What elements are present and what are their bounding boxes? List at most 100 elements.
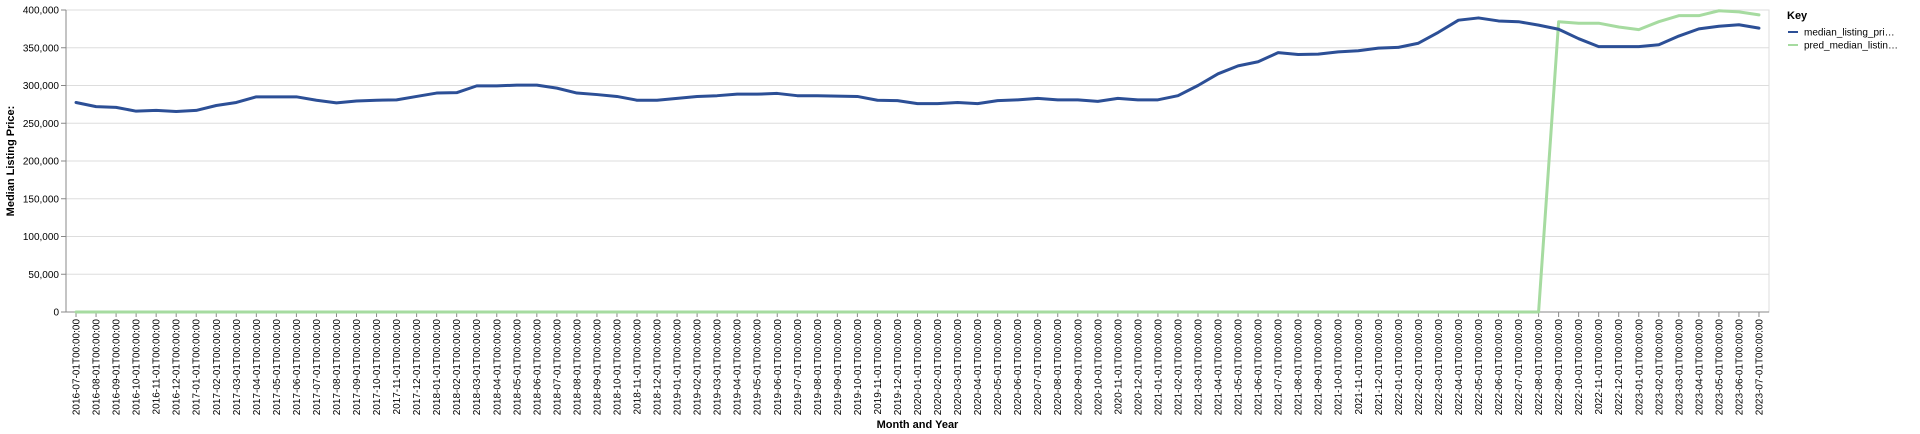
x-tick-label: 2020-07-01T00:00:00	[1033, 319, 1044, 416]
x-tick-label: 2022-10-01T00:00:00	[1574, 319, 1585, 416]
x-tick-label: 2019-03-01T00:00:00	[713, 319, 724, 416]
x-tick-label: 2019-05-01T00:00:00	[753, 319, 764, 416]
y-axis-title: Median Listing Price:	[5, 106, 17, 217]
x-tick-label: 2020-11-01T00:00:00	[1113, 319, 1124, 415]
x-tick-label: 2019-06-01T00:00:00	[773, 319, 784, 416]
x-tick-label: 2021-01-01T00:00:00	[1153, 319, 1164, 416]
x-tick-label: 2021-12-01T00:00:00	[1374, 319, 1385, 416]
x-tick-label: 2022-01-01T00:00:00	[1394, 319, 1405, 416]
x-tick-label: 2018-11-01T00:00:00	[633, 319, 644, 415]
x-tick-label: 2021-07-01T00:00:00	[1274, 319, 1285, 416]
x-tick-label: 2021-06-01T00:00:00	[1254, 319, 1265, 416]
x-tick-label: 2016-12-01T00:00:00	[172, 319, 183, 416]
series-line-0	[74, 16, 1761, 114]
x-tick-label: 2017-12-01T00:00:00	[412, 319, 423, 416]
x-tick-label: 2022-09-01T00:00:00	[1554, 319, 1565, 416]
x-tick-label: 2017-04-01T00:00:00	[252, 319, 263, 416]
x-tick-label: 2022-04-01T00:00:00	[1454, 319, 1465, 416]
x-tick-label: 2023-04-01T00:00:00	[1694, 319, 1705, 416]
x-tick-label: 2019-10-01T00:00:00	[853, 319, 864, 416]
series-lines	[74, 9, 1761, 314]
x-tick-label: 2021-02-01T00:00:00	[1173, 319, 1184, 416]
x-tick-label: 2017-10-01T00:00:00	[372, 319, 383, 416]
x-tick-label: 2017-06-01T00:00:00	[292, 319, 303, 416]
y-tick-label: 400,000	[23, 6, 60, 17]
legend-label: median_listing_pri…	[1804, 28, 1895, 39]
x-tick-label: 2016-10-01T00:00:00	[132, 319, 143, 416]
x-tick-label: 2019-07-01T00:00:00	[793, 319, 804, 416]
x-tick-label: 2021-09-01T00:00:00	[1314, 319, 1325, 416]
x-tick-label: 2018-08-01T00:00:00	[572, 319, 583, 416]
x-tick-label: 2019-01-01T00:00:00	[673, 319, 684, 416]
x-tick-label: 2023-06-01T00:00:00	[1734, 319, 1745, 416]
x-tick-label: 2016-08-01T00:00:00	[92, 319, 103, 416]
x-tick-label: 2019-11-01T00:00:00	[873, 319, 884, 415]
x-axis: 2016-07-01T00:00:00 2016-08-01T00:00:00 20…	[66, 311, 1769, 416]
y-tick-label: 50,000	[28, 270, 59, 281]
legend: Key median_listing_pri… pred_median_listi…	[1787, 10, 1898, 52]
y-axis: 0 50,000 100,000 150,000 200,000 250,000 300,0…	[23, 6, 67, 319]
x-tick-label: 2023-01-01T00:00:00	[1634, 319, 1645, 416]
x-tick-label: 2021-03-01T00:00:00	[1193, 319, 1204, 416]
x-tick-label: 2020-06-01T00:00:00	[1013, 319, 1024, 416]
x-tick-label: 2022-06-01T00:00:00	[1494, 319, 1505, 416]
x-tick-label: 2017-03-01T00:00:00	[232, 319, 243, 416]
y-tick-label: 350,000	[23, 43, 60, 54]
x-tick-label: 2019-09-01T00:00:00	[833, 319, 844, 416]
x-tick-label: 2017-08-01T00:00:00	[332, 319, 343, 416]
x-tick-label: 2020-12-01T00:00:00	[1133, 319, 1144, 416]
y-tick-label: 150,000	[23, 194, 60, 205]
x-tick-label: 2018-09-01T00:00:00	[592, 319, 603, 416]
gridlines	[66, 9, 1769, 313]
x-tick-label: 2020-09-01T00:00:00	[1073, 319, 1084, 416]
legend-label: pred_median_listin…	[1804, 41, 1898, 52]
x-tick-label: 2018-01-01T00:00:00	[432, 319, 443, 416]
x-tick-label: 2020-10-01T00:00:00	[1093, 319, 1104, 416]
x-axis-title: Month and Year	[877, 419, 959, 431]
x-tick-label: 2018-12-01T00:00:00	[653, 319, 664, 416]
x-tick-label: 2017-05-01T00:00:00	[272, 319, 283, 416]
x-tick-label: 2020-01-01T00:00:00	[913, 319, 924, 416]
x-tick-label: 2017-07-01T00:00:00	[312, 319, 323, 416]
x-tick-label: 2021-05-01T00:00:00	[1234, 319, 1245, 416]
x-tick-label: 2018-04-01T00:00:00	[492, 319, 503, 416]
x-tick-label: 2021-04-01T00:00:00	[1214, 319, 1225, 416]
series-line-1	[74, 9, 1761, 314]
x-tick-label: 2020-02-01T00:00:00	[933, 319, 944, 416]
x-tick-label: 2022-05-01T00:00:00	[1474, 319, 1485, 416]
x-tick-label: 2023-02-01T00:00:00	[1654, 319, 1665, 416]
x-tick-label: 2018-10-01T00:00:00	[612, 319, 623, 416]
x-tick-label: 2020-05-01T00:00:00	[993, 319, 1004, 416]
x-tick-label: 2021-10-01T00:00:00	[1334, 319, 1345, 416]
x-tick-label: 2019-02-01T00:00:00	[693, 319, 704, 416]
y-tick-label: 300,000	[23, 81, 60, 92]
x-tick-label: 2021-08-01T00:00:00	[1294, 319, 1305, 416]
x-tick-label: 2022-11-01T00:00:00	[1594, 319, 1605, 415]
x-tick-label: 2022-08-01T00:00:00	[1534, 319, 1545, 416]
x-tick-label: 2023-05-01T00:00:00	[1714, 319, 1725, 416]
x-tick-label: 2021-11-01T00:00:00	[1354, 319, 1365, 415]
x-tick-label: 2018-06-01T00:00:00	[532, 319, 543, 416]
x-tick-label: 2020-03-01T00:00:00	[953, 319, 964, 416]
y-tick-label: 200,000	[23, 157, 60, 168]
x-tick-label: 2017-09-01T00:00:00	[352, 319, 363, 416]
x-tick-label: 2020-04-01T00:00:00	[973, 319, 984, 416]
x-tick-label: 2019-08-01T00:00:00	[813, 319, 824, 416]
x-tick-label: 2022-03-01T00:00:00	[1434, 319, 1445, 416]
x-tick-label: 2018-02-01T00:00:00	[452, 319, 463, 416]
x-tick-label: 2017-01-01T00:00:00	[192, 319, 203, 416]
x-tick-label: 2016-07-01T00:00:00	[72, 319, 83, 416]
x-tick-label: 2022-07-01T00:00:00	[1514, 319, 1525, 416]
x-tick-label: 2016-09-01T00:00:00	[112, 319, 123, 416]
x-tick-label: 2016-11-01T00:00:00	[152, 319, 163, 415]
x-tick-label: 2020-08-01T00:00:00	[1053, 319, 1064, 416]
x-tick-label: 2017-02-01T00:00:00	[212, 319, 223, 416]
x-tick-label: 2017-11-01T00:00:00	[392, 319, 403, 415]
x-tick-label: 2022-02-01T00:00:00	[1414, 319, 1425, 416]
x-tick-label: 2018-05-01T00:00:00	[512, 319, 523, 416]
x-tick-label: 2018-07-01T00:00:00	[552, 319, 563, 416]
x-tick-label: 2022-12-01T00:00:00	[1614, 319, 1625, 416]
y-tick-label: 0	[53, 308, 59, 319]
y-tick-label: 250,000	[23, 119, 60, 130]
